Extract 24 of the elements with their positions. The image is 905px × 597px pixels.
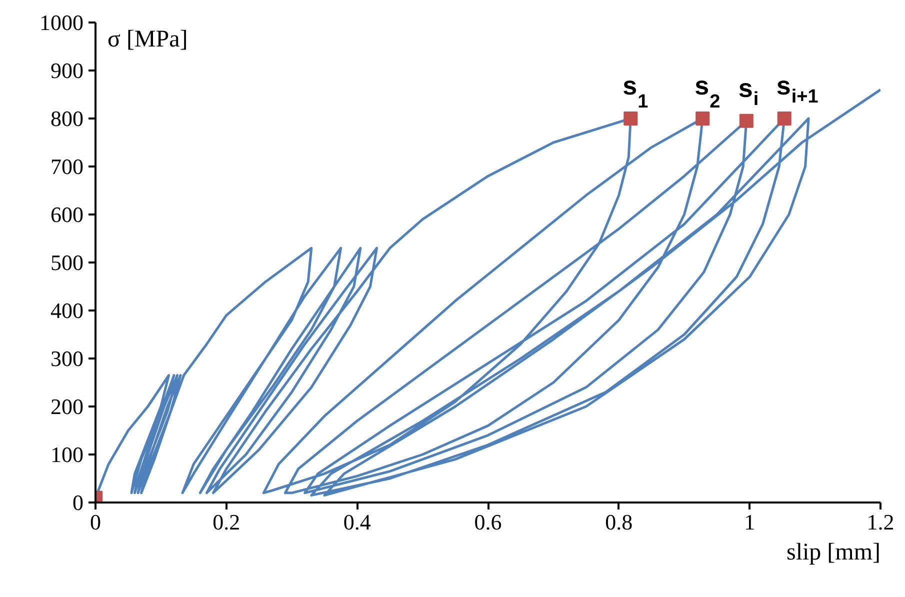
x-tick-label: 0.8 (605, 510, 633, 534)
x-tick-label: 1 (744, 510, 756, 534)
y-tick-label: 300 (50, 346, 84, 371)
y-axis-title: σ [MPa] (108, 26, 188, 52)
y-tick-label: 800 (50, 106, 84, 131)
y-tick-label: 500 (50, 250, 84, 275)
y-tick-label: 700 (50, 154, 84, 179)
x-tick-label: 0.6 (474, 510, 502, 534)
point (777, 112, 792, 126)
point (696, 112, 710, 126)
point (739, 114, 754, 128)
y-tick-label: 0 (72, 490, 84, 515)
y-tick-label: 600 (50, 202, 84, 227)
x-tick-label: 0.2 (212, 510, 240, 534)
x-axis-title: slip [mm] (786, 540, 881, 566)
x-tick-label: 0 (90, 510, 101, 534)
y-tick-label: 200 (50, 394, 84, 419)
y-tick-label: 900 (50, 58, 84, 83)
x-tick-label: 0.4 (343, 510, 371, 534)
x-tick-label: 1.2 (866, 510, 894, 534)
y-tick-label: 400 (50, 298, 84, 323)
y-tick-label: 1000 (40, 10, 84, 35)
point (624, 112, 638, 126)
y-tick-label: 100 (50, 442, 84, 467)
